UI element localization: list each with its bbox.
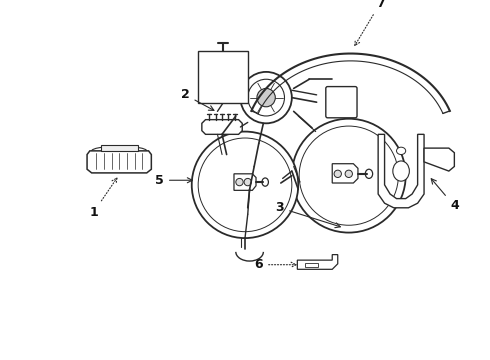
Ellipse shape — [262, 178, 269, 186]
Ellipse shape — [365, 169, 372, 179]
Circle shape — [241, 72, 292, 123]
Text: 1: 1 — [89, 178, 117, 219]
Polygon shape — [101, 145, 138, 151]
Text: 4: 4 — [431, 179, 459, 212]
Circle shape — [192, 132, 298, 238]
Circle shape — [345, 170, 352, 177]
Ellipse shape — [272, 174, 284, 187]
FancyBboxPatch shape — [198, 51, 248, 103]
Text: 7: 7 — [355, 0, 385, 45]
Polygon shape — [332, 164, 358, 183]
Circle shape — [292, 119, 406, 233]
Circle shape — [198, 138, 292, 232]
Circle shape — [236, 179, 243, 186]
Polygon shape — [234, 174, 256, 190]
Text: 3: 3 — [275, 201, 341, 228]
Circle shape — [299, 126, 398, 225]
Polygon shape — [297, 255, 338, 269]
Text: 2: 2 — [181, 88, 214, 111]
Circle shape — [244, 179, 251, 186]
Polygon shape — [87, 151, 151, 173]
Polygon shape — [378, 134, 424, 208]
Circle shape — [334, 170, 342, 177]
Text: 5: 5 — [155, 174, 192, 187]
Text: 6: 6 — [254, 258, 296, 271]
Polygon shape — [305, 263, 318, 266]
FancyBboxPatch shape — [326, 87, 357, 118]
Polygon shape — [202, 120, 242, 134]
Circle shape — [257, 89, 275, 107]
Circle shape — [248, 79, 285, 116]
Polygon shape — [424, 148, 454, 171]
Ellipse shape — [393, 161, 409, 181]
Ellipse shape — [396, 147, 406, 154]
